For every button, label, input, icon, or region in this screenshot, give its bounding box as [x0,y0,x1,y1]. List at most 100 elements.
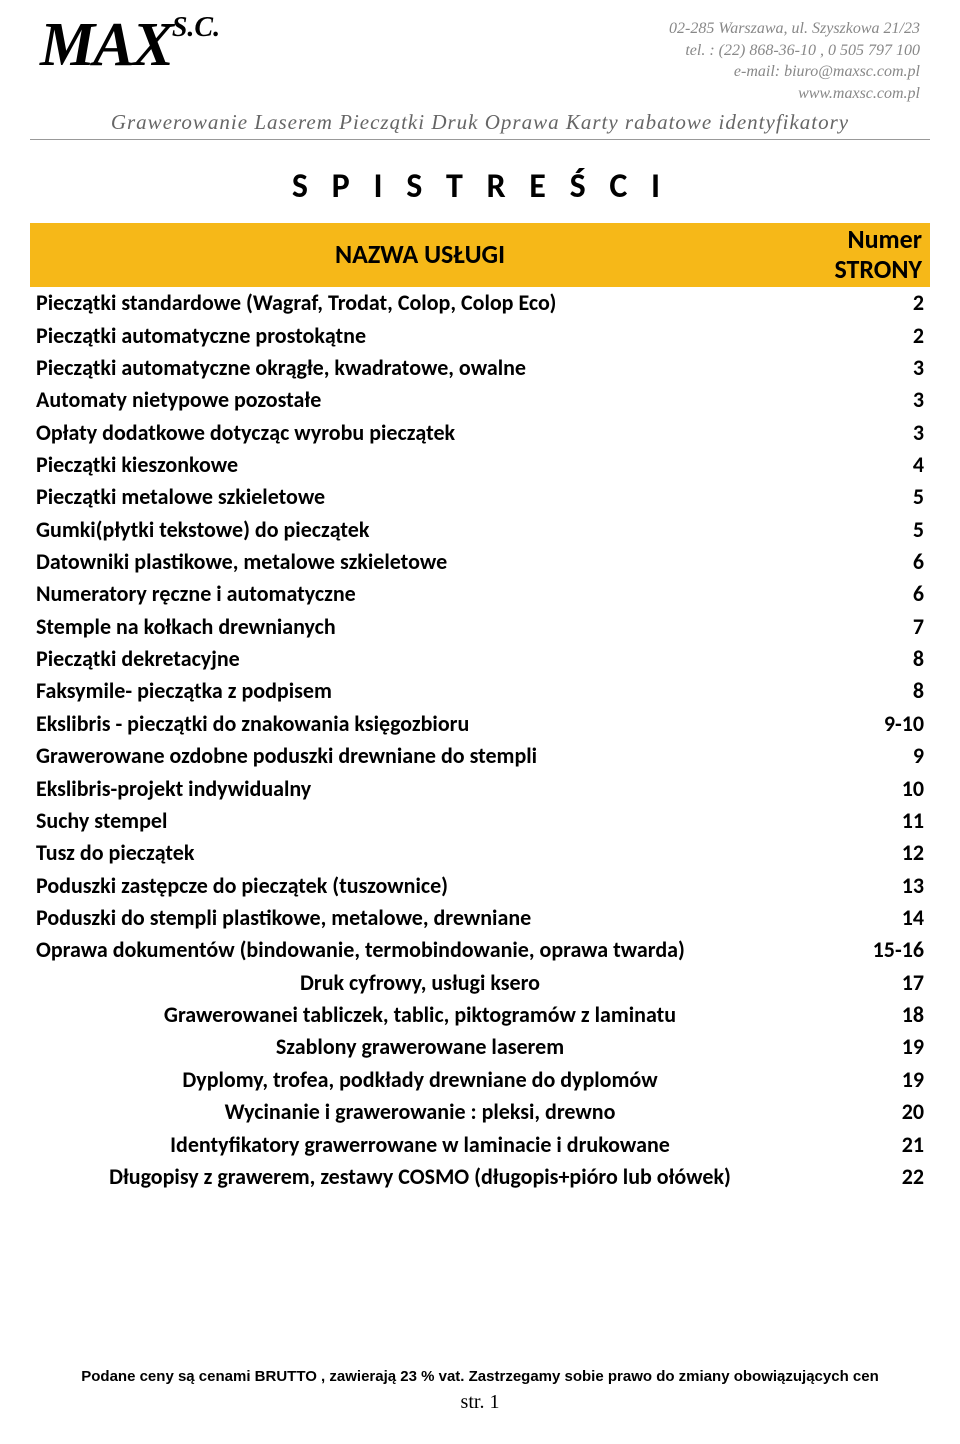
toc-item-name: Faksymile- pieczątka z podpisem [30,675,810,707]
toc-header-row: NAZWA USŁUGI Numer STRONY [30,223,930,287]
contact-email: e-mail: biuro@maxsc.com.pl [669,61,920,83]
company-logo: MAXS.C. [40,14,220,76]
toc-item-page: 4 [810,449,930,481]
toc-item-name: Ekslibris-projekt indywidualny [30,773,810,805]
page-number: str. 1 [0,1391,960,1414]
toc-row: Pieczątki standardowe (Wagraf, Trodat, C… [30,287,930,319]
toc-row: Suchy stempel11 [30,805,930,837]
toc-item-name: Wycinanie i grawerowanie : pleksi, drewn… [30,1096,810,1128]
toc-row: Numeratory ręczne i automatyczne6 [30,578,930,610]
toc-item-page: 11 [810,805,930,837]
toc-row: Pieczątki metalowe szkieletowe5 [30,481,930,513]
toc-item-page: 8 [810,675,930,707]
toc-item-name: Grawerowanei tabliczek, tablic, piktogra… [30,999,810,1031]
footer-note: Podane ceny są cenami BRUTTO , zawierają… [0,1368,960,1385]
toc-row: Faksymile- pieczątka z podpisem8 [30,675,930,707]
toc-item-name: Opłaty dodatkowe dotycząc wyrobu piecząt… [30,417,810,449]
toc-item-page: 9-10 [810,708,930,740]
toc-item-name: Poduszki do stempli plastikowe, metalowe… [30,902,810,934]
toc-item-name: Pieczątki automatyczne prostokątne [30,320,810,352]
toc-item-page: 15-16 [810,934,930,966]
toc-item-page: 5 [810,481,930,513]
toc-item-name: Grawerowane ozdobne poduszki drewniane d… [30,740,810,772]
toc-header-page-line2: STRONY [818,255,922,285]
toc-row: Długopisy z grawerem, zestawy COSMO (dłu… [30,1161,930,1193]
toc-table: NAZWA USŁUGI Numer STRONY Pieczątki stan… [30,223,930,1193]
contact-address: 02-285 Warszawa, ul. Szyszkowa 21/23 [669,18,920,40]
toc-item-name: Datowniki plastikowe, metalowe szkieleto… [30,546,810,578]
contact-block: 02-285 Warszawa, ul. Szyszkowa 21/23 tel… [669,14,920,104]
document-page: MAXS.C. 02-285 Warszawa, ul. Szyszkowa 2… [0,0,960,1444]
toc-item-page: 3 [810,417,930,449]
toc-item-name: Tusz do pieczątek [30,837,810,869]
toc-item-name: Gumki(płytki tekstowe) do pieczątek [30,514,810,546]
toc-item-page: 5 [810,514,930,546]
toc-item-page: 21 [810,1129,930,1161]
toc-row: Opłaty dodatkowe dotycząc wyrobu piecząt… [30,417,930,449]
toc-item-page: 19 [810,1031,930,1063]
toc-item-name: Stemple na kołkach drewnianych [30,611,810,643]
toc-row: Dyplomy, trofea, podkłady drewniane do d… [30,1064,930,1096]
toc-item-name: Identyfikatory grawerrowane w laminacie … [30,1129,810,1161]
toc-header-page: Numer STRONY [810,223,930,287]
toc-item-page: 22 [810,1161,930,1193]
letterhead: MAXS.C. 02-285 Warszawa, ul. Szyszkowa 2… [30,14,930,104]
logo-main: MAX [40,11,172,79]
toc-item-page: 13 [810,870,930,902]
toc-row: Wycinanie i grawerowanie : pleksi, drewn… [30,1096,930,1128]
toc-item-name: Poduszki zastępcze do pieczątek (tuszown… [30,870,810,902]
toc-row: Pieczątki kieszonkowe4 [30,449,930,481]
toc-row: Druk cyfrowy, usługi ksero17 [30,967,930,999]
toc-row: Tusz do pieczątek12 [30,837,930,869]
toc-item-page: 2 [810,287,930,319]
toc-item-name: Szablony grawerowane laserem [30,1031,810,1063]
toc-header-page-line1: Numer [818,225,922,255]
page-title: S P I S T R E Ś C I [30,166,930,207]
toc-row: Pieczątki automatyczne okrągłe, kwadrato… [30,352,930,384]
footer: Podane ceny są cenami BRUTTO , zawierają… [0,1368,960,1414]
toc-row: Grawerowanei tabliczek, tablic, piktogra… [30,999,930,1031]
toc-item-page: 7 [810,611,930,643]
toc-row: Grawerowane ozdobne poduszki drewniane d… [30,740,930,772]
toc-item-page: 2 [810,320,930,352]
toc-item-name: Pieczątki metalowe szkieletowe [30,481,810,513]
toc-row: Oprawa dokumentów (bindowanie, termobind… [30,934,930,966]
toc-item-page: 14 [810,902,930,934]
toc-item-name: Automaty nietypowe pozostałe [30,384,810,416]
toc-item-name: Pieczątki standardowe (Wagraf, Trodat, C… [30,287,810,319]
toc-row: Gumki(płytki tekstowe) do pieczątek5 [30,514,930,546]
toc-item-name: Ekslibris - pieczątki do znakowania księ… [30,708,810,740]
toc-item-name: Oprawa dokumentów (bindowanie, termobind… [30,934,810,966]
toc-item-name: Pieczątki automatyczne okrągłe, kwadrato… [30,352,810,384]
toc-item-page: 20 [810,1096,930,1128]
toc-item-name: Numeratory ręczne i automatyczne [30,578,810,610]
toc-row: Poduszki do stempli plastikowe, metalowe… [30,902,930,934]
toc-item-name: Druk cyfrowy, usługi ksero [30,967,810,999]
toc-item-page: 8 [810,643,930,675]
logo-suffix: S.C. [172,12,220,43]
toc-row: Szablony grawerowane laserem19 [30,1031,930,1063]
toc-row: Pieczątki dekretacyjne8 [30,643,930,675]
toc-item-page: 6 [810,546,930,578]
toc-row: Automaty nietypowe pozostałe3 [30,384,930,416]
toc-body: Pieczątki standardowe (Wagraf, Trodat, C… [30,287,930,1193]
contact-web: www.maxsc.com.pl [669,83,920,105]
toc-row: Ekslibris-projekt indywidualny10 [30,773,930,805]
toc-item-name: Dyplomy, trofea, podkłady drewniane do d… [30,1064,810,1096]
toc-item-name: Suchy stempel [30,805,810,837]
toc-item-page: 19 [810,1064,930,1096]
toc-item-page: 12 [810,837,930,869]
toc-header-name: NAZWA USŁUGI [30,223,810,287]
toc-item-page: 6 [810,578,930,610]
toc-item-page: 9 [810,740,930,772]
toc-row: Stemple na kołkach drewnianych7 [30,611,930,643]
toc-row: Poduszki zastępcze do pieczątek (tuszown… [30,870,930,902]
tagline: Grawerowanie Laserem Pieczątki Druk Opra… [30,104,930,140]
toc-row: Pieczątki automatyczne prostokątne2 [30,320,930,352]
toc-item-page: 18 [810,999,930,1031]
toc-item-name: Pieczątki kieszonkowe [30,449,810,481]
toc-row: Datowniki plastikowe, metalowe szkieleto… [30,546,930,578]
toc-item-page: 3 [810,352,930,384]
contact-tel: tel. : (22) 868-36-10 , 0 505 797 100 [669,40,920,62]
toc-item-page: 10 [810,773,930,805]
